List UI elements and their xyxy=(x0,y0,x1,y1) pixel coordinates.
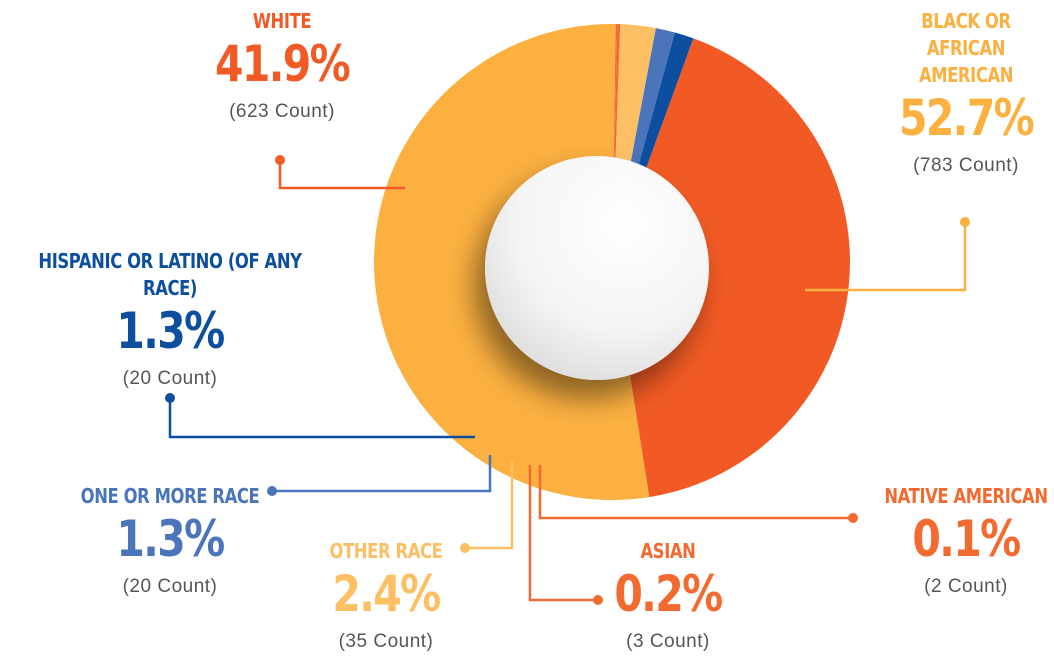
value-label: 0.2% xyxy=(614,565,723,623)
count-label: (623 Count) xyxy=(229,101,335,122)
connector-line xyxy=(278,160,405,190)
category-name: OTHER RACE xyxy=(329,539,443,563)
category-name: ASIAN xyxy=(640,539,696,563)
category-name: NATIVE AMERICAN xyxy=(884,484,1048,508)
value-label: 1.3% xyxy=(116,302,225,360)
donut-hole xyxy=(485,156,709,380)
count-label: (3 Count) xyxy=(626,631,710,652)
connector-dot xyxy=(165,393,175,403)
slice-label: NATIVE AMERICAN 0.1% (2 Count) xyxy=(796,483,1054,602)
count-label: (20 Count) xyxy=(122,576,218,597)
connector-dot xyxy=(593,595,603,605)
connector-dot xyxy=(267,486,277,496)
count-label: (783 Count) xyxy=(913,155,1019,176)
connector-dot xyxy=(960,217,970,227)
count-label: (2 Count) xyxy=(924,576,1008,597)
connector-dot xyxy=(460,543,470,553)
category-name: ONE OR MORE RACE xyxy=(80,484,260,508)
connector-line xyxy=(168,398,475,439)
count-label: (20 Count) xyxy=(122,368,218,389)
connector-dot xyxy=(848,513,858,523)
connector-line xyxy=(805,222,967,292)
pie-slice xyxy=(612,38,851,498)
connector-line xyxy=(538,465,853,520)
connector-line xyxy=(528,465,598,602)
slice-label: HISPANIC OR LATINO (OF ANY RACE) 1.3% (20 … xyxy=(0,248,340,394)
connector-line xyxy=(272,455,492,493)
count-label: (35 Count) xyxy=(338,631,434,652)
category-name: BLACK OR AFRICAN AMERICAN xyxy=(918,9,1014,87)
slice-label: OTHER RACE 2.4% (35 Count) xyxy=(216,538,556,657)
slice-label: WHITE 41.9% (623 Count) xyxy=(112,8,452,127)
value-label: 0.1% xyxy=(912,510,1021,568)
connector-line xyxy=(465,460,514,550)
category-name: HISPANIC OR LATINO (OF ANY RACE) xyxy=(38,249,302,300)
slice-label: ASIAN 0.2% (3 Count) xyxy=(498,538,838,657)
category-name: WHITE xyxy=(252,9,312,33)
value-label: 2.4% xyxy=(332,565,441,623)
value-label: 52.7% xyxy=(898,89,1035,147)
value-label: 41.9% xyxy=(214,35,351,93)
slice-label: BLACK OR AFRICAN AMERICAN 52.7% (783 Count… xyxy=(866,8,1054,181)
value-label: 1.3% xyxy=(116,510,225,568)
connector-dot xyxy=(275,155,285,165)
slice-label: ONE OR MORE RACE 1.3% (20 Count) xyxy=(0,483,340,602)
